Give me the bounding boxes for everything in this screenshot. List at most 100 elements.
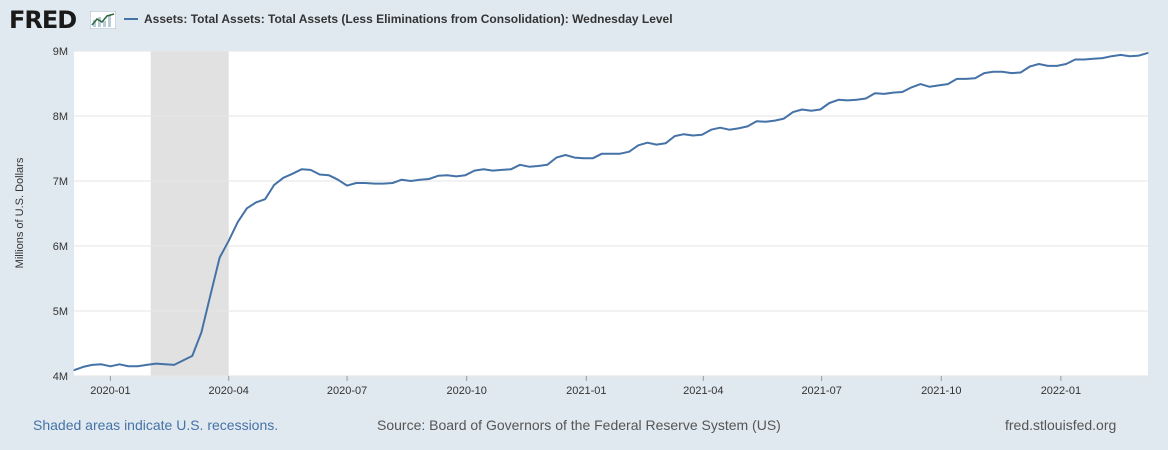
data-point[interactable] [228, 240, 230, 242]
data-point[interactable] [938, 84, 940, 86]
data-point[interactable] [1001, 71, 1004, 73]
data-point[interactable] [1020, 71, 1022, 74]
data-point[interactable] [1056, 65, 1058, 67]
data-point[interactable] [510, 168, 512, 170]
data-point[interactable] [883, 93, 885, 95]
data-point[interactable] [610, 153, 612, 155]
data-point[interactable] [564, 154, 567, 156]
data-point[interactable] [929, 86, 931, 88]
data-point[interactable] [437, 175, 439, 177]
data-point[interactable] [655, 144, 658, 146]
data-point[interactable] [692, 134, 694, 137]
data-point[interactable] [1101, 57, 1104, 59]
data-point[interactable] [983, 72, 985, 74]
data-point[interactable] [310, 169, 312, 171]
data-point[interactable] [1083, 58, 1085, 61]
data-point[interactable] [619, 153, 621, 155]
data-point[interactable] [501, 169, 503, 171]
data-point[interactable] [1047, 65, 1049, 67]
data-point[interactable] [783, 118, 785, 120]
data-point[interactable] [182, 359, 184, 361]
recession-note[interactable]: Shaded areas indicate U.S. recessions. [33, 417, 279, 433]
data-point[interactable] [492, 170, 494, 172]
data-point[interactable] [82, 366, 84, 368]
data-point[interactable] [282, 177, 284, 179]
data-point[interactable] [100, 363, 102, 365]
data-point[interactable] [109, 365, 111, 367]
data-point[interactable] [137, 365, 139, 367]
data-point[interactable] [1029, 66, 1031, 68]
data-point[interactable] [665, 142, 667, 144]
data-point[interactable] [273, 184, 275, 186]
data-point[interactable] [901, 91, 903, 93]
data-point[interactable] [155, 363, 157, 365]
data-point[interactable] [974, 77, 976, 79]
data-point[interactable] [1138, 55, 1140, 57]
data-point[interactable] [392, 182, 394, 184]
data-point[interactable] [828, 102, 831, 104]
data-point[interactable] [528, 166, 530, 168]
data-point[interactable] [892, 92, 894, 94]
data-point[interactable] [583, 157, 585, 159]
data-point[interactable] [419, 179, 421, 181]
data-point[interactable] [910, 86, 913, 88]
data-point[interactable] [865, 97, 867, 100]
data-point[interactable] [701, 134, 703, 136]
data-point[interactable] [746, 125, 749, 127]
data-point[interactable] [765, 121, 767, 123]
fred-logo[interactable]: FRED [9, 6, 77, 34]
data-point[interactable] [792, 111, 794, 113]
data-point[interactable] [355, 182, 357, 184]
data-point[interactable] [646, 142, 649, 144]
data-point[interactable] [255, 201, 257, 203]
data-point[interactable] [328, 174, 330, 176]
data-point[interactable] [446, 174, 448, 176]
data-point[interactable] [719, 127, 721, 129]
data-point[interactable] [965, 78, 967, 80]
data-point[interactable] [874, 92, 876, 94]
data-point[interactable] [737, 127, 740, 129]
data-point[interactable] [947, 83, 949, 85]
data-point[interactable] [1074, 58, 1076, 61]
data-point[interactable] [1147, 52, 1149, 54]
data-point[interactable] [291, 173, 293, 175]
data-point[interactable] [455, 175, 457, 177]
data-point[interactable] [574, 157, 576, 159]
data-point[interactable] [337, 179, 339, 181]
data-point[interactable] [819, 108, 821, 111]
data-point[interactable] [428, 178, 430, 180]
data-point[interactable] [728, 129, 730, 131]
data-point[interactable] [1111, 55, 1113, 57]
data-point[interactable] [674, 135, 676, 137]
data-point[interactable] [555, 157, 558, 159]
data-point[interactable] [546, 164, 548, 166]
data-point[interactable] [710, 129, 712, 131]
data-point[interactable] [683, 133, 685, 135]
data-point[interactable] [373, 183, 375, 185]
data-point[interactable] [73, 369, 75, 371]
data-point[interactable] [410, 180, 412, 182]
data-point[interactable] [300, 168, 303, 170]
data-point[interactable] [519, 164, 521, 166]
data-point[interactable] [464, 174, 466, 176]
data-point[interactable] [219, 257, 221, 259]
data-point[interactable] [319, 173, 321, 176]
data-point[interactable] [118, 363, 121, 365]
data-point[interactable] [847, 99, 849, 101]
data-point[interactable] [237, 221, 239, 223]
data-point[interactable] [537, 165, 539, 167]
data-point[interactable] [128, 365, 130, 367]
data-point[interactable] [382, 183, 385, 185]
data-point[interactable] [1065, 63, 1067, 65]
data-point[interactable] [246, 207, 248, 209]
data-point[interactable] [473, 170, 476, 172]
data-point[interactable] [191, 355, 193, 357]
data-point[interactable] [1092, 58, 1094, 60]
data-point[interactable] [91, 364, 93, 366]
data-point[interactable] [164, 363, 166, 365]
data-point[interactable] [992, 71, 994, 73]
data-point[interactable] [774, 120, 776, 122]
data-point[interactable] [1120, 54, 1122, 56]
data-point[interactable] [856, 99, 858, 101]
data-point[interactable] [756, 120, 758, 122]
